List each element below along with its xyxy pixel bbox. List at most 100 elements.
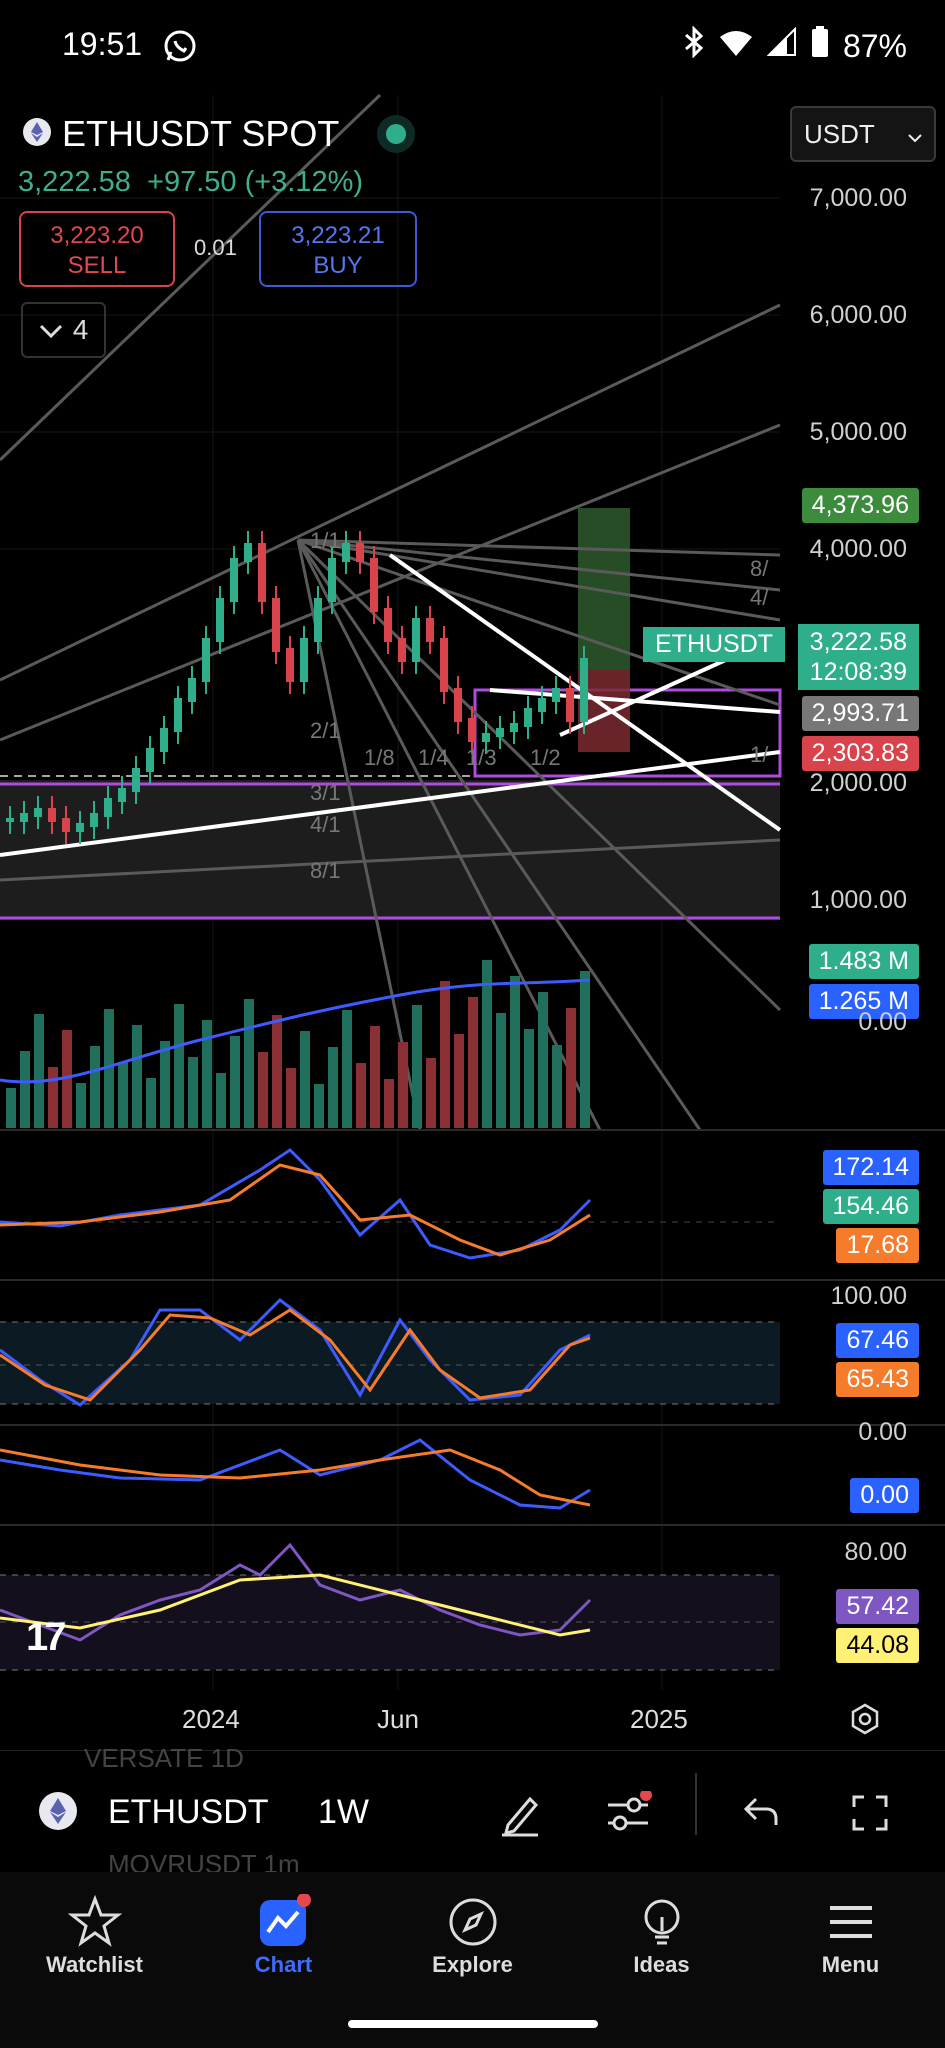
chart-settings-icon[interactable] xyxy=(848,1702,882,1743)
candle-body xyxy=(384,608,392,642)
time-axis-label: 2024 xyxy=(182,1704,240,1734)
candle-body xyxy=(48,808,56,822)
volume-bar xyxy=(468,997,478,1128)
status-icons: 87% xyxy=(683,25,907,66)
nav-label: Ideas xyxy=(633,1952,690,1977)
volume-bar xyxy=(132,1025,142,1128)
fan-label-4-1: 4/1 xyxy=(310,812,341,837)
time-axis-label: 2025 xyxy=(630,1704,688,1734)
volume-bar xyxy=(356,1063,366,1128)
volume-bar xyxy=(328,1047,338,1128)
ghost-symbol-top: VERSATE 1D xyxy=(84,1743,244,1773)
candle-body xyxy=(398,638,406,662)
fan-label-1-8: 1/8 xyxy=(364,745,395,770)
current-price: 3,222.58 xyxy=(809,628,907,656)
volume-bar xyxy=(510,976,520,1128)
buy-button[interactable]: 3,223.21 BUY xyxy=(259,211,417,287)
volume-bar xyxy=(202,1020,212,1128)
candle-body xyxy=(426,618,434,642)
status-bar: 19:51 87% xyxy=(0,0,945,95)
stoch-d-value: 65.43 xyxy=(836,1362,919,1397)
battery-icon xyxy=(811,26,829,66)
range-shade xyxy=(0,780,780,920)
rsi-pane[interactable] xyxy=(0,1542,780,1671)
candle-body xyxy=(62,818,70,832)
nav-menu[interactable]: Menu xyxy=(756,1892,945,1978)
candle-body xyxy=(90,813,98,827)
price-axis-label: 5,000.00 xyxy=(809,418,907,446)
market-open-indicator xyxy=(377,115,416,153)
candle-body xyxy=(328,558,336,602)
volume-bar xyxy=(76,1083,86,1128)
candles[interactable] xyxy=(6,531,588,844)
volume-bar xyxy=(552,1045,562,1128)
stoch-pane[interactable] xyxy=(0,1298,780,1407)
volume-bar xyxy=(370,1026,380,1128)
candle-body xyxy=(230,558,238,602)
nav-ideas[interactable]: Ideas xyxy=(567,1892,756,1978)
candle-body xyxy=(356,543,364,562)
volume-bar xyxy=(230,1036,240,1128)
price-chart[interactable] xyxy=(0,0,945,1750)
volume-ma-value: 1.265 M xyxy=(808,984,919,1019)
fullscreen-icon[interactable] xyxy=(852,1795,888,1836)
toolbar-interval[interactable]: 1W xyxy=(318,1793,369,1831)
volume-bar xyxy=(398,1042,408,1128)
fan-label-1-3: 1/3 xyxy=(466,745,497,770)
volume-bar xyxy=(412,1005,422,1128)
sell-button[interactable]: 3,223.20 SELL xyxy=(19,211,175,287)
candle-body xyxy=(580,658,588,722)
sell-label: SELL xyxy=(67,252,127,279)
hamburger-icon xyxy=(756,1892,945,1952)
indicators-toggle-button[interactable]: 4 xyxy=(21,302,106,358)
nav-explore[interactable]: Explore xyxy=(378,1892,567,1978)
volume-bar xyxy=(244,999,254,1128)
volume-bar xyxy=(48,1067,58,1128)
chart-toolbar: VERSATE 1D ETHUSDT 1W MOVRUSDT 1m xyxy=(0,1743,945,1879)
candle-body xyxy=(370,558,378,612)
macd-value: 172.14 xyxy=(822,1150,919,1185)
nav-chart[interactable]: Chart xyxy=(189,1892,378,1978)
volume-bar xyxy=(258,1052,268,1128)
volume-bar xyxy=(146,1078,156,1128)
volume-bar xyxy=(62,1030,72,1128)
volume-bar xyxy=(160,1041,170,1128)
candle-body xyxy=(76,823,84,832)
volume-bar xyxy=(524,1029,534,1128)
volume-bar xyxy=(314,1084,324,1128)
candle-body xyxy=(216,598,224,642)
status-time: 19:51 xyxy=(62,26,143,62)
indicators-icon[interactable] xyxy=(604,1789,654,1842)
volume-bars xyxy=(6,960,590,1128)
toolbar-divider xyxy=(695,1773,697,1835)
time-axis[interactable]: 2024 Jun 2025 xyxy=(0,1690,945,1745)
rsi-ma-value: 44.08 xyxy=(836,1628,919,1663)
home-indicator[interactable] xyxy=(348,2020,598,2028)
undo-icon[interactable] xyxy=(742,1795,780,1834)
macd-pane[interactable] xyxy=(0,1148,780,1260)
volume-bar xyxy=(6,1088,16,1128)
candle-body xyxy=(258,543,266,602)
currency-select[interactable]: USDT xyxy=(790,106,936,162)
volume-bar xyxy=(496,1013,506,1128)
candle-body xyxy=(454,688,462,722)
volume-bar xyxy=(272,1015,282,1128)
volume-bar xyxy=(440,981,450,1128)
volume-bar xyxy=(342,1010,352,1128)
symbol-header[interactable]: ETHUSDT SPOT xyxy=(22,113,416,155)
bottom-nav: Watchlist Chart Explore Ideas Menu xyxy=(0,1872,945,2048)
volume-bar xyxy=(538,992,548,1128)
nav-watchlist[interactable]: Watchlist xyxy=(0,1892,189,1978)
drawing-tools-icon[interactable] xyxy=(498,1791,544,1842)
candle-body xyxy=(314,598,322,642)
oscillator-pane[interactable] xyxy=(0,1438,591,1510)
volume-bar xyxy=(20,1051,30,1128)
rsi-axis-label: 80.00 xyxy=(844,1538,907,1566)
bar-countdown: 12:08:39 xyxy=(809,658,907,686)
toolbar-symbol[interactable]: ETHUSDT xyxy=(108,1793,269,1831)
price-change-line: 3,222.58 +97.50 (+3.12%) xyxy=(18,166,363,199)
sell-price: 3,223.20 xyxy=(50,222,144,249)
level-badge-1: 2,993.71 xyxy=(801,696,919,731)
candle-body xyxy=(524,708,532,727)
candle-body xyxy=(496,728,504,737)
